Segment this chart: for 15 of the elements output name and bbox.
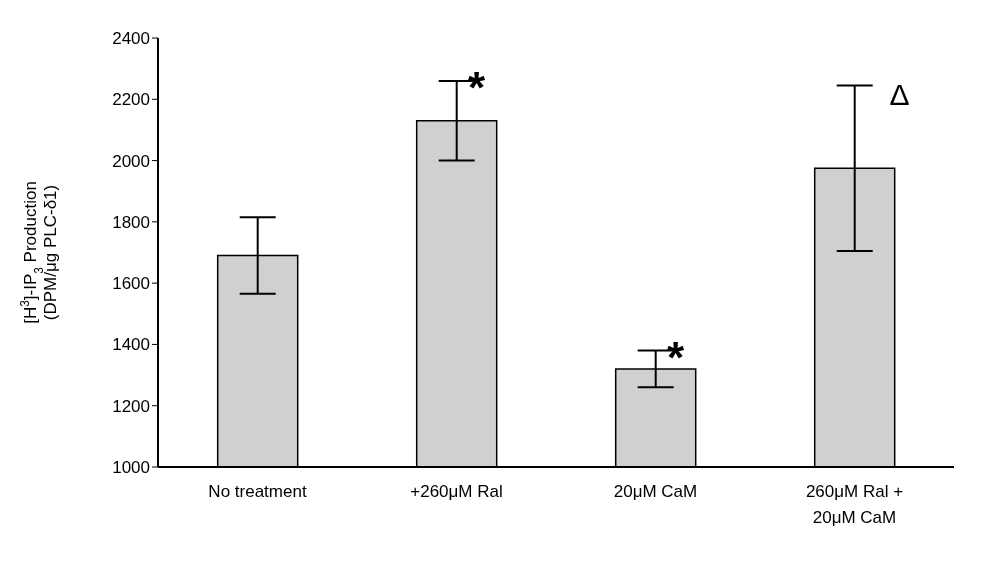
y-tick-label: 1800 — [112, 212, 150, 232]
x-tick-label: +260μM Ral — [410, 482, 503, 501]
annotation: Δ — [889, 78, 910, 112]
x-tick-label: No treatment — [208, 482, 307, 501]
annotation: * — [467, 62, 486, 112]
x-tick-label: 260μM Ral + 20μM CaM — [805, 482, 904, 527]
y-tick-label: 1400 — [112, 335, 150, 355]
y-tick-label: 2200 — [112, 90, 150, 110]
y-tick-label: 2000 — [112, 151, 150, 171]
annotation: * — [666, 332, 685, 382]
y-tick-label: 2400 — [112, 29, 150, 49]
y-tick-label: 1000 — [112, 458, 150, 478]
y-tick-label: 1200 — [112, 396, 150, 416]
y-tick-label: 1600 — [112, 274, 150, 294]
x-tick-label: 20μM CaM — [613, 482, 698, 501]
